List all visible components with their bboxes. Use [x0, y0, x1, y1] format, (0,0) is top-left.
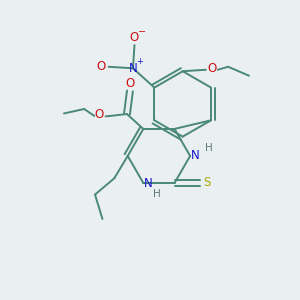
Text: H: H	[205, 142, 212, 153]
Text: S: S	[203, 176, 211, 190]
Text: O: O	[125, 77, 135, 90]
Text: O: O	[208, 62, 217, 75]
Text: N: N	[144, 177, 153, 190]
Text: H: H	[153, 189, 160, 199]
Text: O: O	[97, 60, 106, 73]
Text: −: −	[138, 27, 146, 37]
Text: N: N	[191, 149, 200, 162]
Text: O: O	[94, 108, 104, 122]
Text: +: +	[136, 57, 143, 66]
Text: N: N	[129, 62, 137, 75]
Text: O: O	[130, 31, 139, 44]
